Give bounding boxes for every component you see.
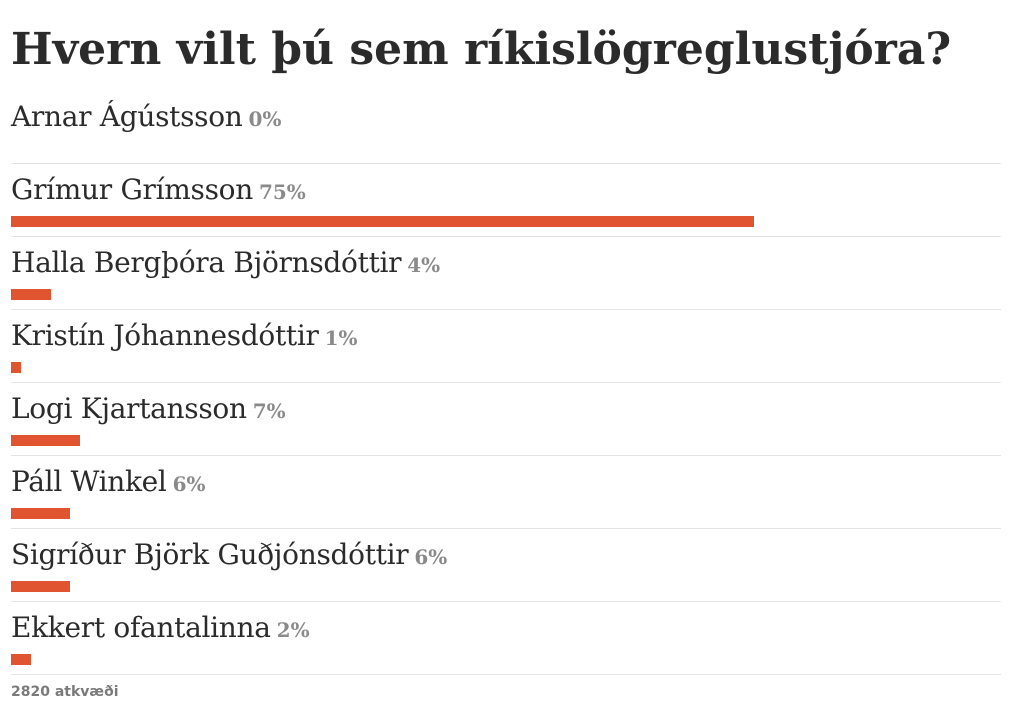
poll-option[interactable]: Páll Winkel 6% [11,456,1001,529]
result-bar [11,581,71,592]
result-bar-track [11,143,1001,154]
option-percent: 7% [252,399,286,423]
option-label: Sigríður Björk Guðjónsdóttir [11,538,409,571]
poll-option[interactable]: Sigríður Björk Guðjónsdóttir 6% [11,529,1001,602]
result-bar-track [11,216,1001,227]
result-bar [11,435,81,446]
option-percent: 75% [258,180,306,204]
result-bar [11,654,31,665]
result-bar-track [11,581,1001,592]
result-bar [11,362,21,373]
option-percent: 0% [248,107,282,131]
option-label: Arnar Ágústsson [11,100,243,133]
result-bar-track [11,654,1001,665]
poll-option[interactable]: Halla Bergþóra Björnsdóttir 4% [11,237,1001,310]
option-percent: 4% [407,253,441,277]
poll: Hvern vilt þú sem ríkislögreglustjóra? A… [11,0,1001,675]
result-bar-track [11,508,1001,519]
option-label: Logi Kjartansson [11,392,247,425]
result-bar-track [11,289,1001,300]
result-bar-track [11,435,1001,446]
option-label: Halla Bergþóra Björnsdóttir [11,246,402,279]
poll-option[interactable]: Ekkert ofantalinna 2% [11,602,1001,675]
result-bar [11,508,71,519]
option-label: Grímur Grímsson [11,173,253,206]
poll-option[interactable]: Kristín Jóhannesdóttir 1% [11,310,1001,383]
option-label: Páll Winkel [11,465,167,498]
option-label: Kristín Jóhannesdóttir [11,319,319,352]
vote-count: 2820 atkvæði [11,684,119,700]
result-bar [11,289,51,300]
poll-option[interactable]: Grímur Grímsson 75% [11,164,1001,237]
poll-title: Hvern vilt þú sem ríkislögreglustjóra? [11,24,952,75]
poll-option[interactable]: Logi Kjartansson 7% [11,383,1001,456]
option-percent: 2% [276,618,310,642]
poll-option[interactable]: Arnar Ágústsson 0% [11,91,1001,164]
option-label: Ekkert ofantalinna [11,611,271,644]
option-percent: 6% [172,472,206,496]
option-percent: 1% [324,326,358,350]
result-bar-track [11,362,1001,373]
option-percent: 6% [414,545,448,569]
result-bar [11,216,754,227]
